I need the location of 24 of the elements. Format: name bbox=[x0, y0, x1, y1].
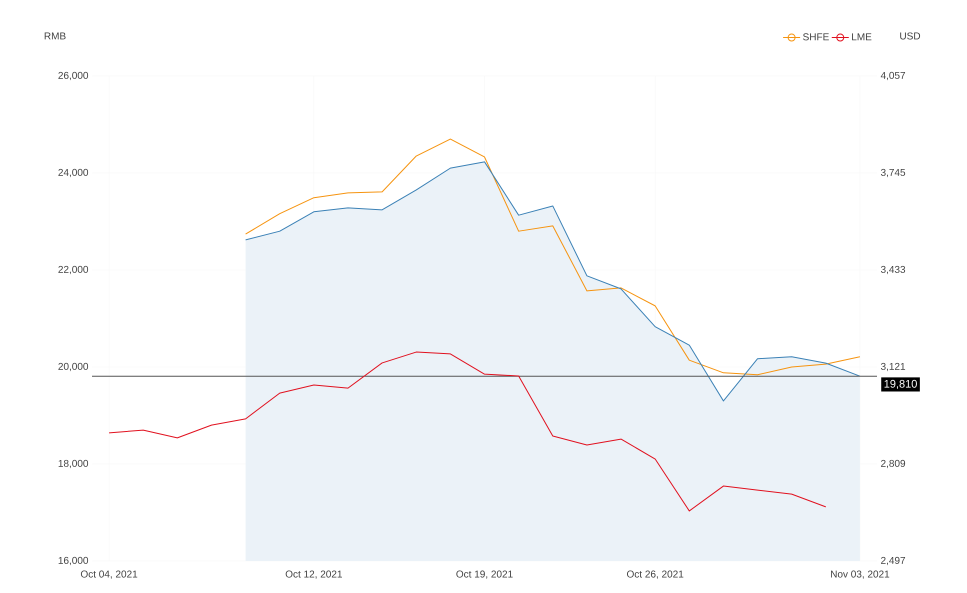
y-axis-title: RMB bbox=[44, 32, 66, 40]
legend-label: SHFE bbox=[803, 33, 829, 40]
y-tick-label: 18,000 bbox=[58, 460, 88, 468]
y-tick-label: 16,000 bbox=[58, 556, 88, 566]
line-series bbox=[108, 352, 826, 512]
x-tick-label: Oct 12, 2021 bbox=[286, 570, 342, 579]
y2-axis-title: USD bbox=[900, 32, 920, 40]
y2-tick-label: 3,745 bbox=[880, 168, 906, 178]
x-tick-label: Oct 26, 2021 bbox=[627, 570, 684, 579]
y-tick-label: 26,000 bbox=[58, 72, 88, 80]
y2-tick-label: 2,497 bbox=[881, 556, 906, 566]
y-tick-label: 24,000 bbox=[58, 168, 88, 178]
legend-label: LME bbox=[852, 33, 872, 40]
y-tick-label: 20,000 bbox=[58, 362, 88, 372]
y2-tick-label: 4,057 bbox=[880, 72, 906, 80]
y2-tick-label: 2,809 bbox=[881, 460, 906, 468]
y2-tick-label: 3,433 bbox=[880, 266, 906, 274]
y-tick-label: 22,000 bbox=[58, 266, 88, 274]
y2-tick-label: 3,121 bbox=[880, 362, 906, 372]
x-tick-label: Nov 03, 2021 bbox=[831, 570, 890, 579]
line-series bbox=[245, 138, 860, 376]
ref-line-label: 19,810 bbox=[884, 380, 917, 389]
x-tick-label: Oct 19, 2021 bbox=[456, 570, 513, 579]
x-tick-label: Oct 04, 2021 bbox=[80, 570, 138, 579]
